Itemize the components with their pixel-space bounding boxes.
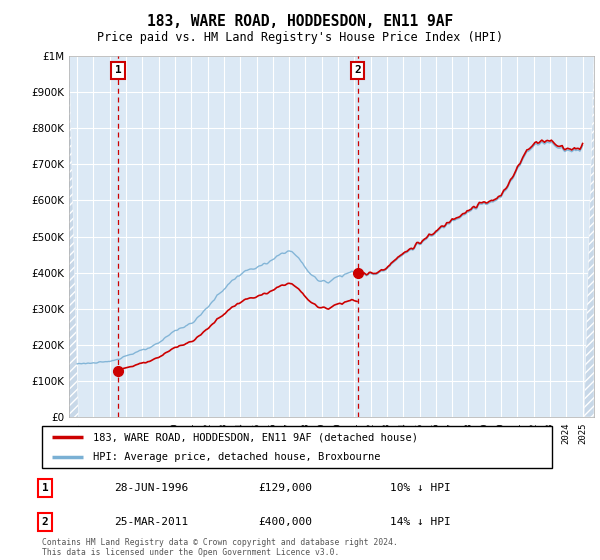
Text: 183, WARE ROAD, HODDESDON, EN11 9AF (detached house): 183, WARE ROAD, HODDESDON, EN11 9AF (det… [93,432,418,442]
Text: 14% ↓ HPI: 14% ↓ HPI [390,517,451,527]
Text: 2: 2 [41,517,49,527]
Text: 28-JUN-1996: 28-JUN-1996 [114,483,188,493]
Text: 10% ↓ HPI: 10% ↓ HPI [390,483,451,493]
Text: 25-MAR-2011: 25-MAR-2011 [114,517,188,527]
Text: £400,000: £400,000 [258,517,312,527]
FancyBboxPatch shape [42,426,552,468]
Text: 2: 2 [355,66,361,76]
Text: 1: 1 [41,483,49,493]
Text: 183, WARE ROAD, HODDESDON, EN11 9AF: 183, WARE ROAD, HODDESDON, EN11 9AF [147,14,453,29]
Polygon shape [584,56,594,417]
Text: Price paid vs. HM Land Registry's House Price Index (HPI): Price paid vs. HM Land Registry's House … [97,31,503,44]
Text: Contains HM Land Registry data © Crown copyright and database right 2024.
This d: Contains HM Land Registry data © Crown c… [42,538,398,557]
Text: 1: 1 [115,66,121,76]
Text: £129,000: £129,000 [258,483,312,493]
Polygon shape [69,56,79,417]
Text: HPI: Average price, detached house, Broxbourne: HPI: Average price, detached house, Brox… [93,452,380,462]
